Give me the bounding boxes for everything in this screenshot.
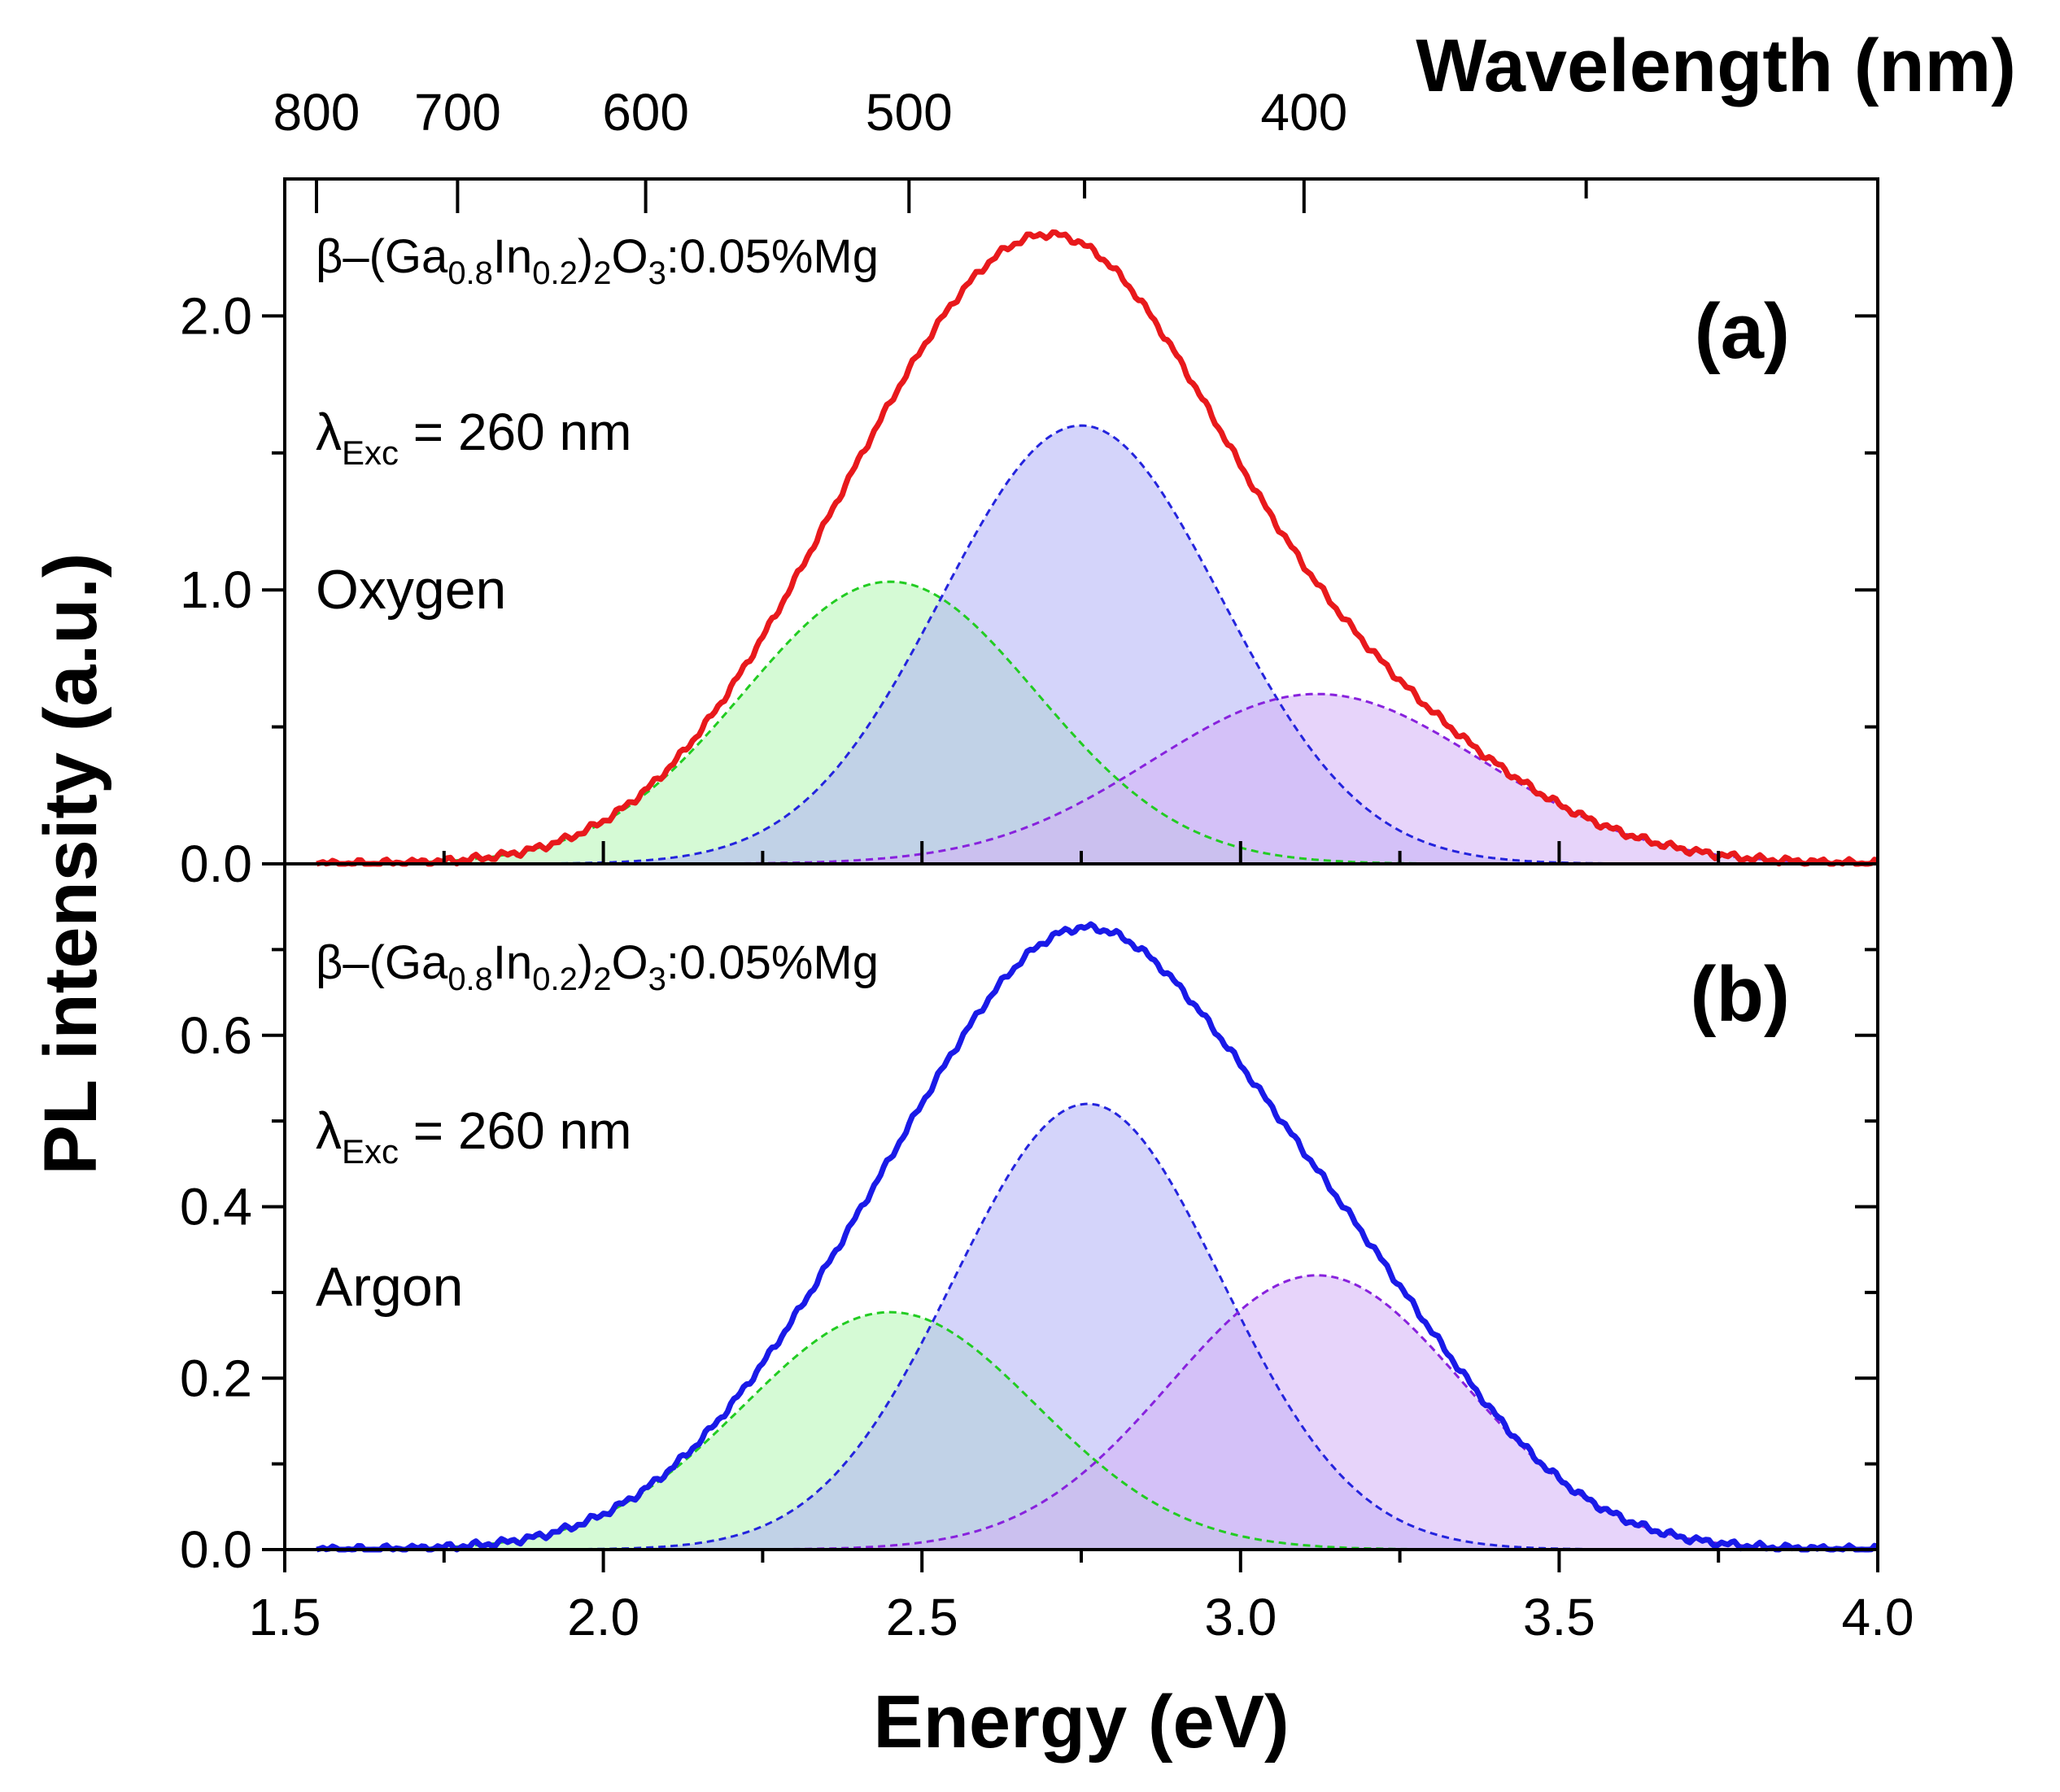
panel-a-sample-label: β–(Ga0.8In0.2)2O3:0.05%Mg (316, 230, 879, 291)
top-tick-label: 400 (1260, 83, 1347, 142)
panel-a-measured-line (316, 229, 1879, 867)
panel-b-y-tick-label: 0.6 (180, 1006, 252, 1065)
panel-b-excitation-label: λExc = 260 nm (316, 1101, 631, 1171)
panel-b-sample-label: β–(Ga0.8In0.2)2O3:0.05%Mg (316, 936, 879, 997)
x-tick-label: 2.5 (886, 1588, 958, 1646)
top-tick-labels: 800 700 600 500 400 (273, 83, 1588, 213)
panel-a-component-fills (316, 425, 1879, 864)
x-tick-label: 3.0 (1204, 1588, 1277, 1646)
panel-a-y-tick-label: 2.0 (180, 286, 252, 345)
panel-b-y-tick-label: 0.0 (180, 1520, 252, 1579)
panel-b-measured-curve (316, 921, 1879, 1553)
y-axis-title: PL intensity (a.u.) (29, 552, 112, 1175)
x-tick-label: 2.0 (567, 1588, 639, 1646)
panel-a-component-fill-3 (316, 694, 1879, 864)
panel-b-y-tick-label: 0.2 (180, 1349, 252, 1407)
x-tick-label: 4.0 (1842, 1588, 1914, 1646)
panel-b-ticks: 0.0 0.2 0.4 0.6 (180, 948, 1878, 1579)
x-tick-label: 3.5 (1523, 1588, 1595, 1646)
panel-a-measured-curve (316, 229, 1879, 867)
panel-a-y-tick-label: 1.0 (180, 560, 252, 619)
x-axis-title: Energy (eV) (873, 1681, 1289, 1764)
panel-b-component-fills (316, 1104, 1879, 1550)
panel-a-atmosphere-label: Oxygen (316, 559, 506, 621)
top-tick-label: 600 (602, 83, 689, 142)
panel-a-excitation-label: λExc = 260 nm (316, 403, 631, 472)
top-tick-label: 500 (866, 83, 953, 142)
panel-a-component-fill-2 (316, 425, 1879, 864)
panel-b-component-fill-3 (316, 1275, 1879, 1550)
panel-b-component-fill-2 (316, 1104, 1879, 1550)
panel-b-atmosphere-label: Argon (316, 1256, 463, 1318)
panel-a-label: (a) (1695, 288, 1790, 375)
top-axis-title: Wavelength (nm) (1416, 24, 2016, 107)
top-tick-label: 700 (414, 83, 501, 142)
panel-a-y-tick-label: 0.0 (180, 835, 252, 893)
panel-b-measured-line (316, 921, 1879, 1553)
panel-a: 0.0 1.0 2.0 β–(Ga0.8In0.2)2O3:0.05%Mg λExc… (180, 229, 1879, 893)
panel-b-component-fill-1 (316, 1312, 1879, 1550)
x-tick-label: 1.5 (249, 1588, 321, 1646)
panel-b: 0.0 0.2 0.4 0.6 β–(Ga0.8In0.2)2O3:0.05%Mg λ… (180, 921, 1879, 1579)
x-tick-labels: 1.5 2.0 2.5 3.0 3.5 4.0 (249, 841, 1914, 1646)
top-tick-label: 800 (273, 83, 360, 142)
panel-b-y-tick-label: 0.4 (180, 1178, 252, 1236)
panel-b-label: (b) (1690, 951, 1790, 1038)
panel-a-component-fill-1 (316, 582, 1879, 864)
